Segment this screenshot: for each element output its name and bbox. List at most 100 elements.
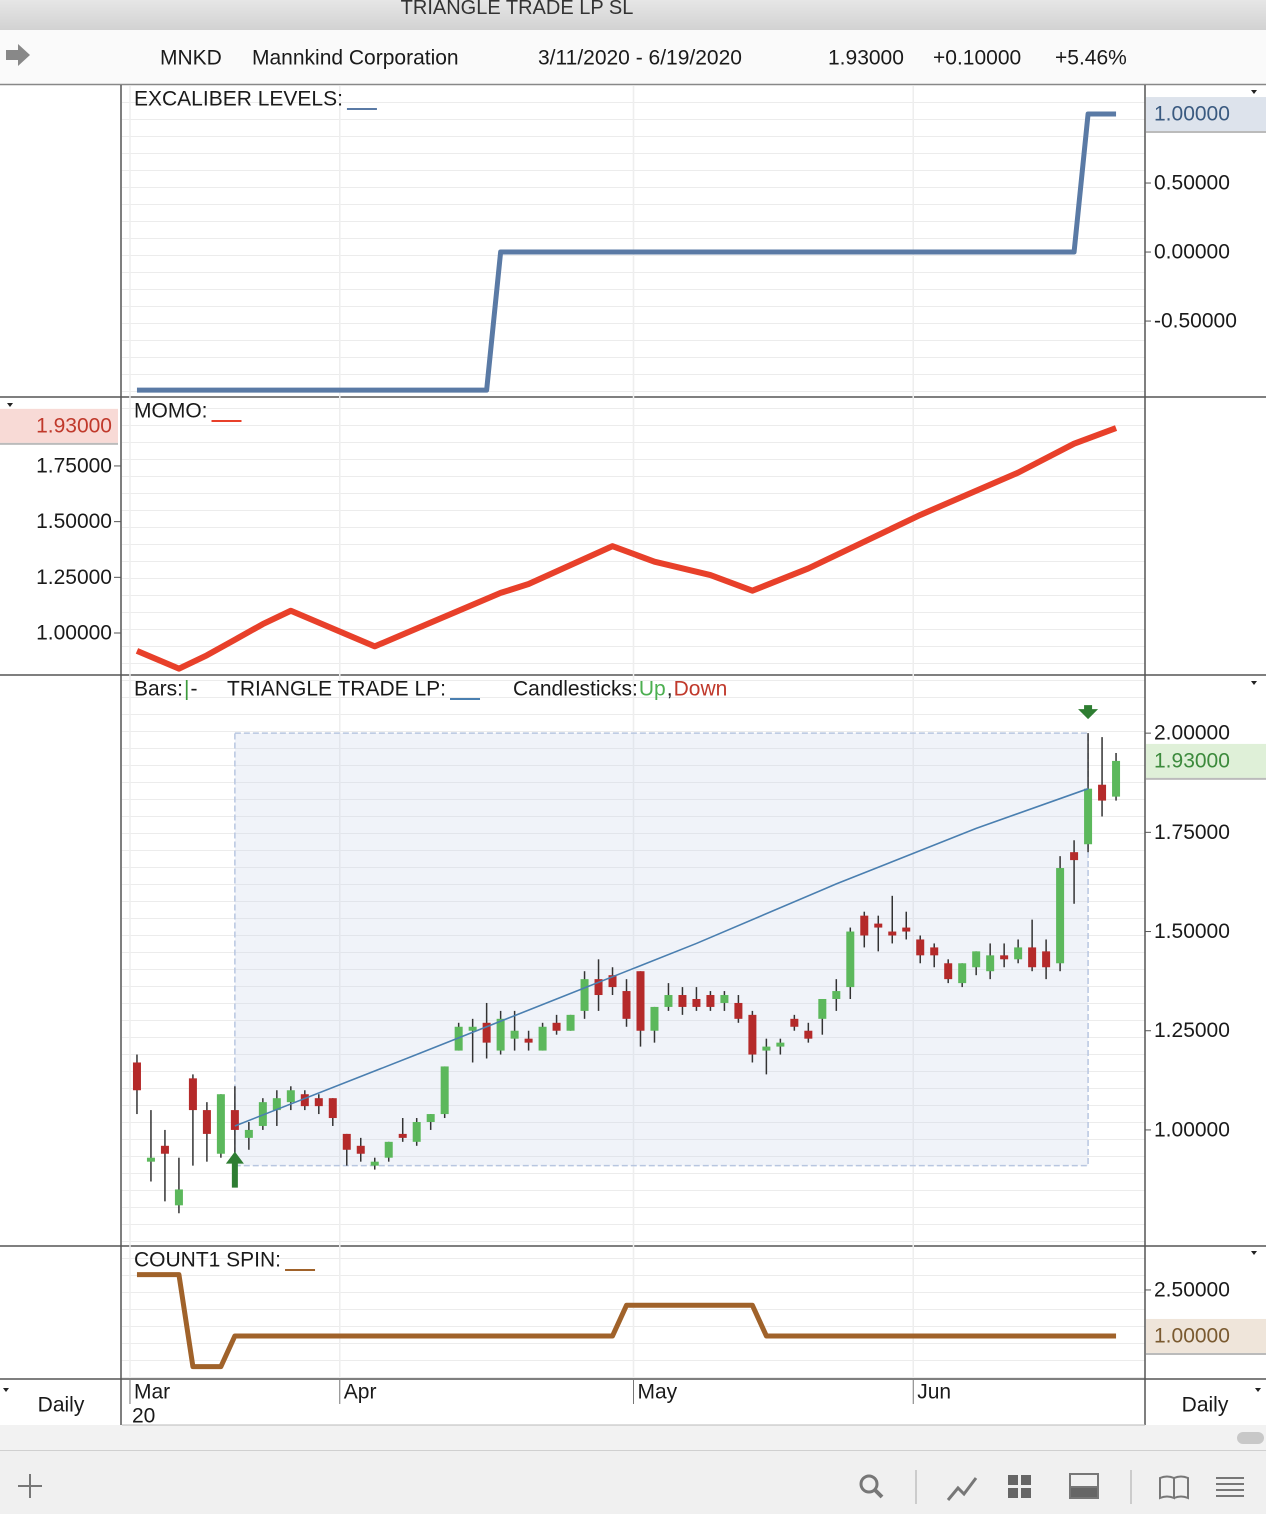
candle-body <box>188 1078 197 1111</box>
legend-label: COUNT1 SPIN: <box>134 1249 281 1272</box>
candle-body <box>664 995 673 1007</box>
series-line <box>136 111 1117 393</box>
last-value-box <box>1146 97 1266 132</box>
candle-body <box>216 1094 225 1154</box>
candle-body <box>972 951 981 968</box>
candle-body <box>720 995 729 1003</box>
candle-body <box>916 939 925 956</box>
company-name: Mannkind Corporation <box>252 47 459 70</box>
y-tick-label: 0.50000 <box>1154 172 1230 195</box>
legend-label: TRIANGLE TRADE LP: <box>227 678 446 701</box>
month-label: Jun <box>917 1381 951 1404</box>
y-tick-label: 1.75000 <box>1154 821 1230 844</box>
menu-button[interactable] <box>1216 1477 1244 1497</box>
candle-body <box>1000 955 1009 960</box>
candle-body <box>818 998 827 1019</box>
legend-label: - <box>190 678 197 701</box>
candle-body <box>580 979 589 1011</box>
chart-button[interactable] <box>946 1477 978 1501</box>
y-tick-label: 1.50000 <box>36 510 112 533</box>
candle-body <box>370 1161 379 1166</box>
candle-body <box>146 1157 155 1162</box>
panel-menu-arrow <box>1255 1388 1261 1392</box>
scroll-strip <box>0 1425 1266 1450</box>
candle-body <box>174 1189 183 1206</box>
last-value-label: 1.00000 <box>1154 1324 1230 1347</box>
legend-label: | <box>184 678 189 701</box>
last-value-box <box>0 408 118 443</box>
candle-body <box>202 1110 211 1134</box>
layout-button[interactable] <box>1008 1475 1031 1498</box>
last-value-label: 1.93000 <box>36 414 112 437</box>
panel-menu-arrow <box>3 1388 9 1392</box>
book-button[interactable] <box>1159 1475 1189 1500</box>
candle-body <box>692 998 701 1007</box>
panel-menu-arrow <box>1251 1251 1257 1255</box>
candle-body <box>594 979 603 996</box>
overlay-line <box>234 787 1089 1127</box>
candle-body <box>874 923 883 928</box>
candle-body <box>314 1098 323 1107</box>
y-tick-label: 1.00000 <box>1154 1118 1230 1141</box>
candle-body <box>986 955 995 972</box>
panel-menu-arrow <box>1251 90 1257 94</box>
candle-body <box>482 1022 491 1043</box>
candle-body <box>790 1018 799 1027</box>
candle-body <box>132 1062 141 1091</box>
candle-body <box>244 1129 253 1138</box>
search-button[interactable] <box>859 1474 884 1499</box>
candle-body <box>272 1098 281 1111</box>
candle-body <box>496 1018 505 1051</box>
candle-body <box>524 1038 533 1043</box>
candle-body <box>538 1026 547 1051</box>
candle-body <box>342 1133 351 1150</box>
last-value-box <box>1146 1318 1266 1353</box>
add-button[interactable] <box>18 1474 42 1498</box>
candle-body <box>258 1102 267 1126</box>
candle-body <box>776 1042 785 1047</box>
date-range: 3/11/2020 - 6/19/2020 <box>538 47 742 70</box>
signal-arrow-down <box>1078 705 1099 720</box>
candle-body <box>1098 784 1107 801</box>
candle-body <box>1070 852 1079 861</box>
y-tick-label: 1.25000 <box>36 566 112 589</box>
link-icon[interactable] <box>6 44 30 66</box>
legend-label: Bars: <box>134 678 183 701</box>
month-label: Mar <box>134 1381 170 1404</box>
candle-body <box>398 1133 407 1138</box>
panel-button[interactable] <box>1069 1473 1099 1499</box>
title-bar <box>0 0 1266 30</box>
timeframe-right: Daily <box>1182 1394 1229 1417</box>
signal-arrow-up <box>225 1151 244 1188</box>
candle-body <box>1042 951 1051 968</box>
y-tick-label: 1.25000 <box>1154 1019 1230 1042</box>
y-tick-label: -0.50000 <box>1154 310 1237 333</box>
y-tick-label: 0.00000 <box>1154 241 1230 264</box>
candle-body <box>384 1141 393 1158</box>
candle-body <box>608 975 617 988</box>
legend-label: Down <box>674 678 728 701</box>
timeframe-left: Daily <box>38 1394 85 1417</box>
candle-body <box>650 1006 659 1031</box>
last-price: 1.93000 <box>828 47 904 70</box>
panel-menu-arrow <box>7 403 13 407</box>
toolbar <box>0 1450 1266 1514</box>
legend-label: MOMO: <box>134 400 208 423</box>
toolbar-icons <box>18 1470 1244 1504</box>
symbol: MNKD <box>160 47 222 70</box>
candle-body <box>1028 947 1037 968</box>
month-label: May <box>638 1381 678 1404</box>
legend-label: Candlesticks: <box>513 678 638 701</box>
window-title: TRIANGLE TRADE LP SL <box>401 0 634 19</box>
scrollbar[interactable] <box>1237 1432 1264 1444</box>
series-line <box>136 1272 1117 1370</box>
series-line <box>135 425 1118 672</box>
candle-body <box>1112 760 1121 797</box>
candle-body <box>958 963 967 984</box>
candle-body <box>804 1030 813 1039</box>
y-tick-label: 1.75000 <box>36 454 112 477</box>
month-label: Apr <box>344 1381 377 1404</box>
candle-body <box>706 995 715 1007</box>
